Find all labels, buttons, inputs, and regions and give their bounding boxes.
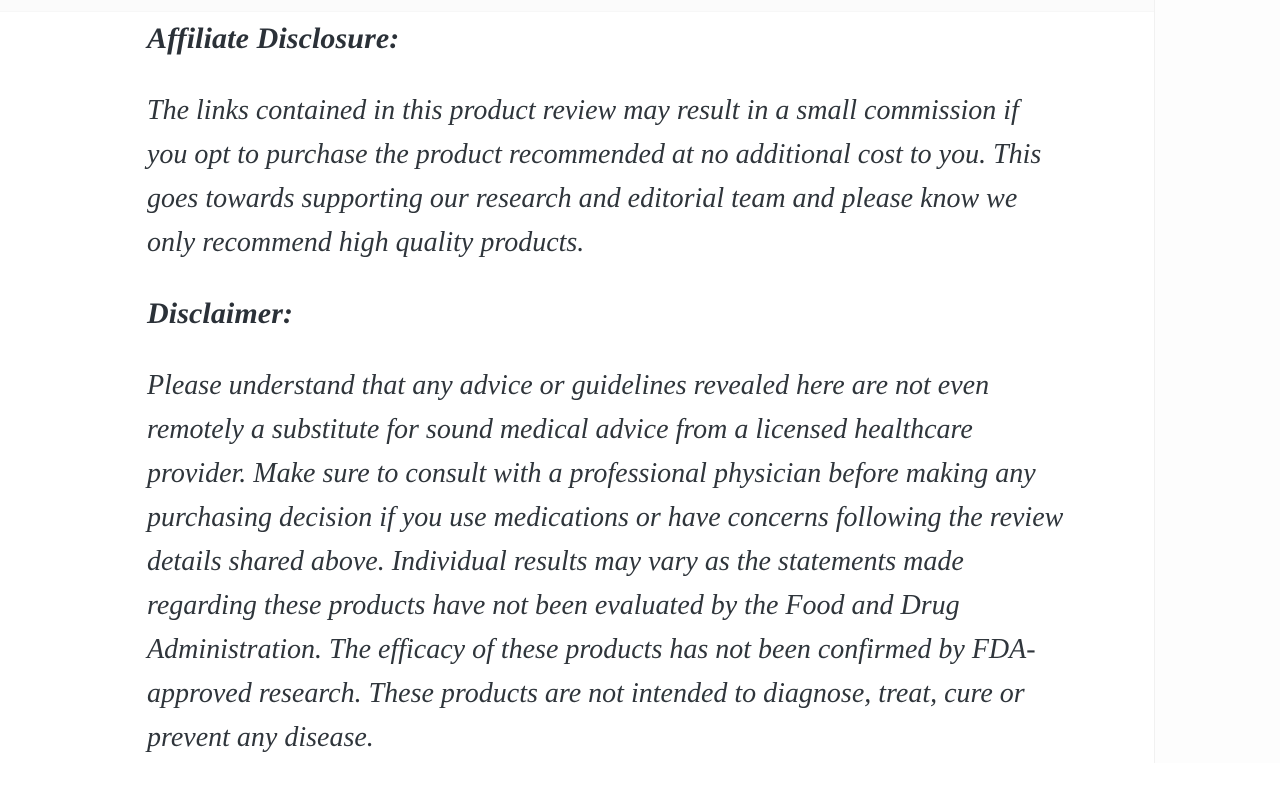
disclaimer-paragraph: Please understand that any advice or gui…: [147, 370, 1064, 753]
affiliate-disclosure-paragraph: The links contained in this product revi…: [147, 95, 1042, 258]
page-top-band: [0, 0, 1280, 12]
affiliate-disclosure-heading: Affiliate Disclosure:: [147, 22, 400, 55]
affiliate-disclosure-section: Affiliate Disclosure: The links containe…: [147, 17, 1155, 265]
content-right-gutter: [1154, 0, 1280, 763]
disclaimer-heading: Disclaimer:: [147, 297, 294, 330]
disclaimer-section: Disclaimer: Please understand that any a…: [147, 292, 1155, 760]
disclosure-article: Affiliate Disclosure: The links containe…: [147, 17, 1155, 760]
